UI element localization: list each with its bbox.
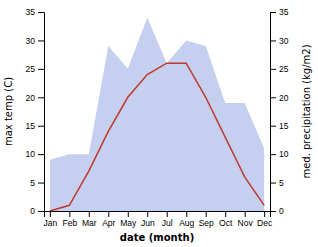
y-axis-tick: 5: [30, 178, 44, 188]
y-axis-title: max temp (C): [3, 77, 14, 146]
x-tick: Jul: [162, 211, 173, 228]
y2-axis-tick: 10: [270, 149, 289, 159]
y2-axis-tick-mark: [270, 211, 276, 212]
y2-axis-tick: 25: [270, 64, 289, 74]
x-tick-mark: [147, 211, 148, 217]
y2-axis-tick-label: 0: [279, 206, 284, 216]
y-axis-tick-mark: [38, 40, 44, 41]
chart: Jan Feb Mar Apr May Jun Jul Aug Sep Oct NovDec 0 5 10…: [0, 0, 318, 247]
y2-axis-tick-mark: [270, 40, 276, 41]
y-axis-tick-label: 5: [30, 178, 35, 188]
y-axis-tick-mark: [38, 12, 44, 13]
y2-axis-tick-mark: [270, 12, 276, 13]
y2-axis-tick-mark: [270, 126, 276, 127]
y-axis-tick: 25: [26, 64, 44, 74]
x-tick-mark: [108, 211, 109, 217]
y-axis-tick: 30: [26, 36, 44, 46]
y-axis-tick-mark: [38, 126, 44, 127]
x-tick-mark: [69, 211, 70, 217]
y2-axis-tick-label: 25: [279, 64, 289, 74]
x-tick: Nov: [238, 211, 254, 228]
y-axis-tick-mark: [38, 211, 44, 212]
x-tick-mark: [186, 211, 187, 217]
y-axis-tick: 20: [26, 93, 44, 103]
x-tick: Oct: [219, 211, 233, 228]
x-tick-label: Aug: [179, 218, 194, 228]
x-tick: Dec: [257, 211, 273, 228]
y2-axis-tick-label: 30: [279, 36, 289, 46]
y-axis-tick: 0: [30, 206, 44, 216]
x-tick-label: Mar: [82, 218, 97, 228]
line: [50, 63, 264, 211]
x-tick: Jun: [141, 211, 155, 228]
y2-axis-tick-label: 20: [279, 93, 289, 103]
y-axis-tick-mark: [38, 97, 44, 98]
x-tick-label: May: [120, 218, 137, 228]
y2-axis-title: med. precipitation (kg/m2): [301, 44, 312, 178]
y2-axis-tick: 30: [270, 36, 289, 46]
y2-axis: 0 5 10 15 20 25 30 35: [270, 7, 289, 216]
plot: Jan Feb Mar Apr May Jun Jul Aug Sep Oct NovDec 0 5 10…: [26, 7, 289, 228]
y-axis-tick-label: 10: [26, 149, 36, 159]
x-tick-mark: [167, 211, 168, 217]
y-axis-tick: 10: [26, 149, 44, 159]
y2-axis-tick-mark: [270, 183, 276, 184]
x-tick-mark: [245, 211, 246, 217]
x-tick-label: Oct: [219, 218, 233, 228]
x-tick-label: Nov: [238, 218, 254, 228]
y-axis-tick-mark: [38, 154, 44, 155]
x-axis: Jan Feb Mar Apr May Jun Jul Aug Sep Oct NovDec: [43, 211, 272, 228]
x-tick-mark: [206, 211, 207, 217]
marks: [50, 18, 264, 211]
x-tick-label: Feb: [62, 218, 77, 228]
x-tick-label: Sep: [199, 218, 214, 228]
y-axis-tick-mark: [38, 183, 44, 184]
y2-axis-tick-label: 10: [279, 149, 289, 159]
x-tick-mark: [128, 211, 129, 217]
x-tick-label: Jan: [43, 218, 57, 228]
x-tick: Jan: [43, 211, 57, 228]
y-axis-tick: 15: [26, 121, 44, 131]
x-tick: Mar: [82, 211, 97, 228]
x-tick: Aug: [179, 211, 194, 228]
x-tick: Feb: [62, 211, 77, 228]
y2-axis-tick: 35: [270, 7, 289, 17]
axis-line: [45, 212, 271, 218]
y2-axis-tick: 20: [270, 93, 289, 103]
y2-axis-tick-label: 5: [279, 178, 284, 188]
x-tick: Sep: [199, 211, 214, 228]
y-axis-tick: 35: [26, 7, 44, 17]
y2-axis-tick: 5: [270, 178, 284, 188]
x-tick-mark: [50, 211, 51, 217]
area: [50, 18, 264, 211]
y-axis: 0 5 10 15 20 25 30 35: [26, 7, 45, 216]
x-tick-mark: [225, 211, 226, 217]
axis-line: [271, 13, 277, 212]
y-axis-tick-label: 15: [26, 121, 36, 131]
y-axis-tick-label: 25: [26, 64, 36, 74]
axis-line: [38, 13, 45, 212]
x-tick-label: Dec: [257, 218, 273, 228]
x-tick-mark: [89, 211, 90, 217]
y-axis-tick-mark: [38, 69, 44, 70]
y2-axis-tick-mark: [270, 154, 276, 155]
y2-axis-tick-mark: [270, 97, 276, 98]
x-tick: Apr: [102, 211, 115, 228]
y2-axis-tick-mark: [270, 69, 276, 70]
y2-axis-tick-label: 15: [279, 121, 289, 131]
y-axis-tick-label: 35: [26, 7, 36, 17]
x-tick: May: [120, 211, 137, 228]
x-axis-title: date (month): [120, 232, 194, 243]
x-tick-label: Jul: [162, 218, 173, 228]
x-tick-mark: [264, 211, 265, 217]
y-axis-tick-label: 0: [30, 206, 35, 216]
x-tick-label: Jun: [141, 218, 155, 228]
y2-axis-tick: 0: [270, 206, 284, 216]
y2-axis-tick: 15: [270, 121, 289, 131]
y-axis-tick-label: 30: [26, 36, 36, 46]
y2-axis-tick-label: 35: [279, 7, 289, 17]
x-tick-label: Apr: [102, 218, 115, 228]
y-axis-tick-label: 20: [26, 93, 36, 103]
